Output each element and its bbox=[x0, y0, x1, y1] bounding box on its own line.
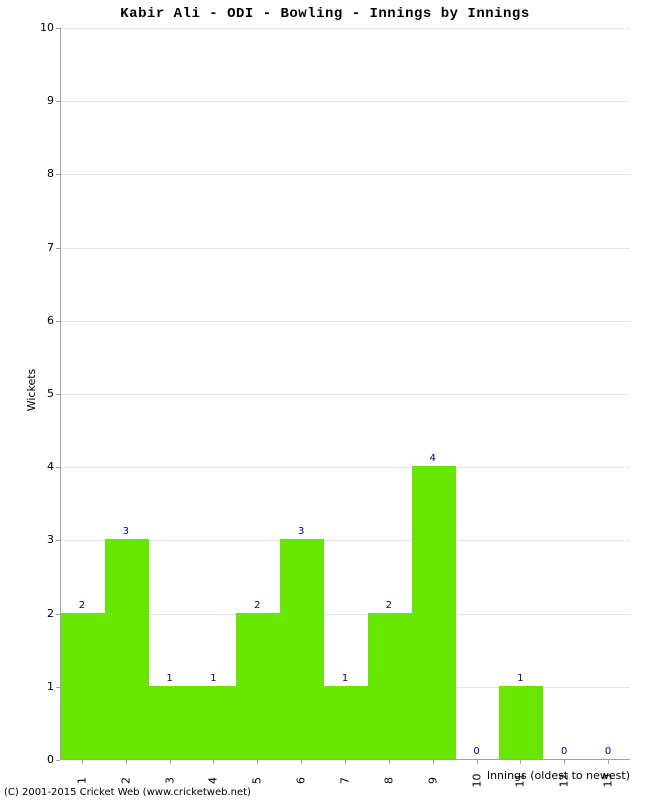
bar bbox=[149, 686, 193, 759]
bar bbox=[280, 539, 324, 759]
y-tick-label: 2 bbox=[24, 607, 54, 620]
x-tick bbox=[82, 760, 83, 764]
chart-title: Kabir Ali - ODI - Bowling - Innings by I… bbox=[0, 6, 650, 22]
bar-value-label: 2 bbox=[254, 600, 260, 611]
x-tick bbox=[433, 760, 434, 764]
y-tick-label: 0 bbox=[24, 753, 54, 766]
gridline bbox=[61, 321, 630, 322]
y-tick-label: 6 bbox=[24, 314, 54, 327]
bar-value-label: 2 bbox=[386, 600, 392, 611]
x-tick bbox=[213, 760, 214, 764]
y-tick-label: 7 bbox=[24, 241, 54, 254]
x-tick-label: 13 bbox=[602, 774, 615, 788]
bar-value-label: 3 bbox=[298, 526, 304, 537]
gridline bbox=[61, 394, 630, 395]
y-tick bbox=[56, 248, 60, 249]
bar-value-label: 1 bbox=[210, 673, 216, 684]
x-tick bbox=[301, 760, 302, 764]
bar bbox=[236, 613, 280, 759]
x-tick bbox=[564, 760, 565, 764]
x-tick bbox=[520, 760, 521, 764]
y-tick-label: 5 bbox=[24, 387, 54, 400]
y-tick bbox=[56, 687, 60, 688]
chart-container: Kabir Ali - ODI - Bowling - Innings by I… bbox=[0, 0, 650, 800]
y-tick-label: 9 bbox=[24, 94, 54, 107]
x-tick-label: 1 bbox=[75, 777, 88, 784]
y-tick bbox=[56, 467, 60, 468]
x-tick bbox=[257, 760, 258, 764]
x-tick-label: 3 bbox=[163, 777, 176, 784]
x-tick-label: 12 bbox=[558, 774, 571, 788]
bar bbox=[61, 613, 105, 759]
x-tick-label: 10 bbox=[470, 774, 483, 788]
y-tick-label: 8 bbox=[24, 167, 54, 180]
y-tick bbox=[56, 321, 60, 322]
plot-area bbox=[60, 28, 630, 760]
bar-value-label: 1 bbox=[342, 673, 348, 684]
bar-value-label: 0 bbox=[561, 746, 567, 757]
x-tick bbox=[477, 760, 478, 764]
y-tick bbox=[56, 174, 60, 175]
y-tick bbox=[56, 101, 60, 102]
y-tick bbox=[56, 614, 60, 615]
bar bbox=[368, 613, 412, 759]
bar-value-label: 4 bbox=[430, 453, 436, 464]
y-tick-label: 10 bbox=[24, 21, 54, 34]
bar bbox=[193, 686, 237, 759]
footer-text: (C) 2001-2015 Cricket Web (www.cricketwe… bbox=[4, 787, 251, 798]
x-tick-label: 6 bbox=[295, 777, 308, 784]
x-tick bbox=[126, 760, 127, 764]
y-tick-label: 1 bbox=[24, 680, 54, 693]
bar-value-label: 3 bbox=[123, 526, 129, 537]
bar-value-label: 1 bbox=[166, 673, 172, 684]
x-tick-label: 4 bbox=[207, 777, 220, 784]
y-tick bbox=[56, 394, 60, 395]
x-tick-label: 2 bbox=[119, 777, 132, 784]
bar-value-label: 2 bbox=[79, 600, 85, 611]
y-tick-label: 4 bbox=[24, 460, 54, 473]
bar bbox=[324, 686, 368, 759]
x-tick-label: 9 bbox=[426, 777, 439, 784]
x-tick-label: 7 bbox=[339, 777, 352, 784]
x-tick-label: 11 bbox=[514, 774, 527, 788]
x-tick bbox=[389, 760, 390, 764]
x-tick bbox=[170, 760, 171, 764]
y-tick bbox=[56, 28, 60, 29]
bar bbox=[499, 686, 543, 759]
gridline bbox=[61, 28, 630, 29]
x-tick-label: 5 bbox=[251, 777, 264, 784]
gridline bbox=[61, 174, 630, 175]
gridline bbox=[61, 467, 630, 468]
y-tick bbox=[56, 760, 60, 761]
gridline bbox=[61, 101, 630, 102]
y-tick-label: 3 bbox=[24, 533, 54, 546]
bar-value-label: 0 bbox=[473, 746, 479, 757]
x-tick bbox=[345, 760, 346, 764]
y-tick bbox=[56, 540, 60, 541]
bar-value-label: 0 bbox=[605, 746, 611, 757]
gridline bbox=[61, 248, 630, 249]
bar bbox=[412, 466, 456, 759]
x-tick-label: 8 bbox=[382, 777, 395, 784]
x-tick bbox=[608, 760, 609, 764]
bar bbox=[105, 539, 149, 759]
bar-value-label: 1 bbox=[517, 673, 523, 684]
